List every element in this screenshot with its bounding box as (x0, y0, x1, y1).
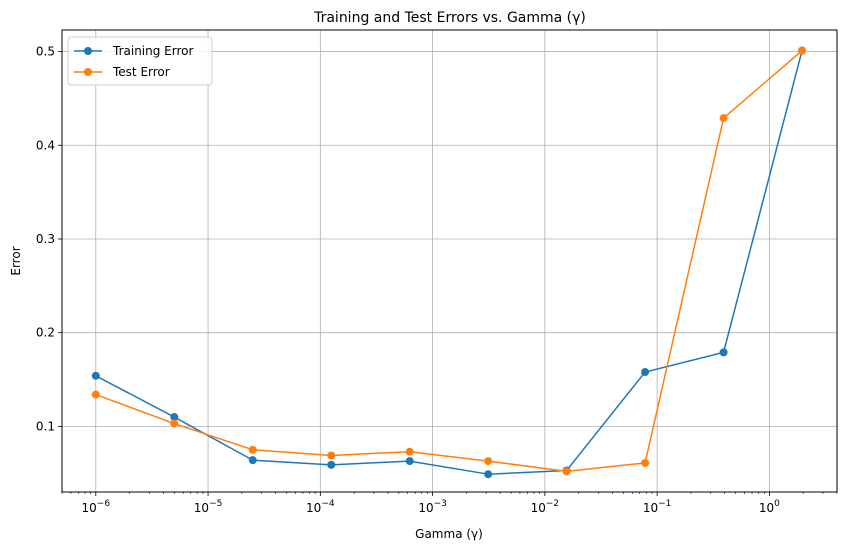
x-tick-label: 10−3 (418, 499, 447, 515)
data-point-0-4 (405, 457, 414, 466)
legend-box (67, 36, 213, 86)
x-tick-label-base: 10 (643, 501, 658, 515)
ticks: 10−6 10−5 10−4 10−3 10−2 10−1 1000.10.20.30.40… (36, 45, 838, 515)
data-point-0-8 (719, 348, 728, 357)
series-line-1 (95, 50, 803, 473)
x-tick-label-exponent: −6 (97, 499, 111, 509)
data-point-0-2 (248, 456, 257, 465)
legend-marker-1 (84, 68, 92, 76)
x-tick-label-exponent: −2 (546, 499, 559, 509)
x-tick-label-base: 10 (531, 501, 546, 515)
x-tick-label-exponent: 0 (774, 499, 780, 509)
data-point-1-4 (405, 447, 414, 456)
y-tick-label: 0.4 (36, 138, 55, 152)
y-tick-label: 0.1 (36, 419, 55, 433)
y-tick-label: 0.3 (36, 232, 55, 246)
data-point-1-8 (719, 114, 728, 123)
data-point-0-0 (91, 371, 100, 380)
legend: Training Error Test Error (67, 36, 213, 86)
x-tick-label-base: 10 (306, 501, 321, 515)
data-point-0-3 (327, 460, 336, 469)
chart-title: Training and Test Errors vs. Gamma (γ) (313, 10, 586, 26)
x-tick-label: 10−5 (194, 499, 223, 515)
data-point-1-1 (170, 419, 179, 428)
x-tick-label-base: 10 (82, 501, 97, 515)
x-tick-label: 10−6 (82, 499, 111, 515)
legend-label-0: Training Error (112, 44, 193, 58)
legend-label-1: Test Error (112, 65, 170, 79)
x-tick-label: 10−4 (306, 499, 335, 515)
legend-marker-0 (84, 47, 92, 55)
x-tick-label-exponent: −1 (658, 499, 671, 509)
data-point-0-7 (641, 368, 650, 377)
data-point-1-9 (798, 46, 807, 55)
x-tick-label-exponent: −3 (434, 499, 447, 509)
x-tick-label: 10−1 (643, 499, 672, 515)
data-point-1-0 (91, 390, 100, 399)
x-tick-label-base: 10 (194, 501, 209, 515)
plot-frame (61, 29, 838, 493)
x-tick-label: 10−2 (531, 499, 560, 515)
x-tick-label-exponent: −5 (209, 499, 222, 509)
series-layer (91, 46, 807, 479)
data-point-1-2 (248, 445, 257, 454)
x-tick-label: 100 (759, 499, 780, 515)
data-point-1-6 (562, 467, 571, 476)
y-axis-title: Error (9, 246, 23, 275)
x-tick-label-base: 10 (418, 501, 433, 515)
grid (62, 30, 837, 492)
y-tick-label: 0.2 (36, 326, 55, 340)
data-point-1-7 (641, 458, 650, 467)
data-point-0-1 (170, 413, 179, 422)
data-point-0-5 (484, 470, 493, 479)
x-tick-label-base: 10 (759, 501, 774, 515)
series-line-0 (95, 50, 803, 475)
y-tick-label: 0.5 (36, 45, 55, 59)
x-tick-label-exponent: −4 (321, 499, 335, 509)
data-point-1-3 (327, 451, 336, 460)
data-point-1-5 (484, 457, 493, 466)
x-axis-title: Gamma (γ) (415, 527, 483, 541)
